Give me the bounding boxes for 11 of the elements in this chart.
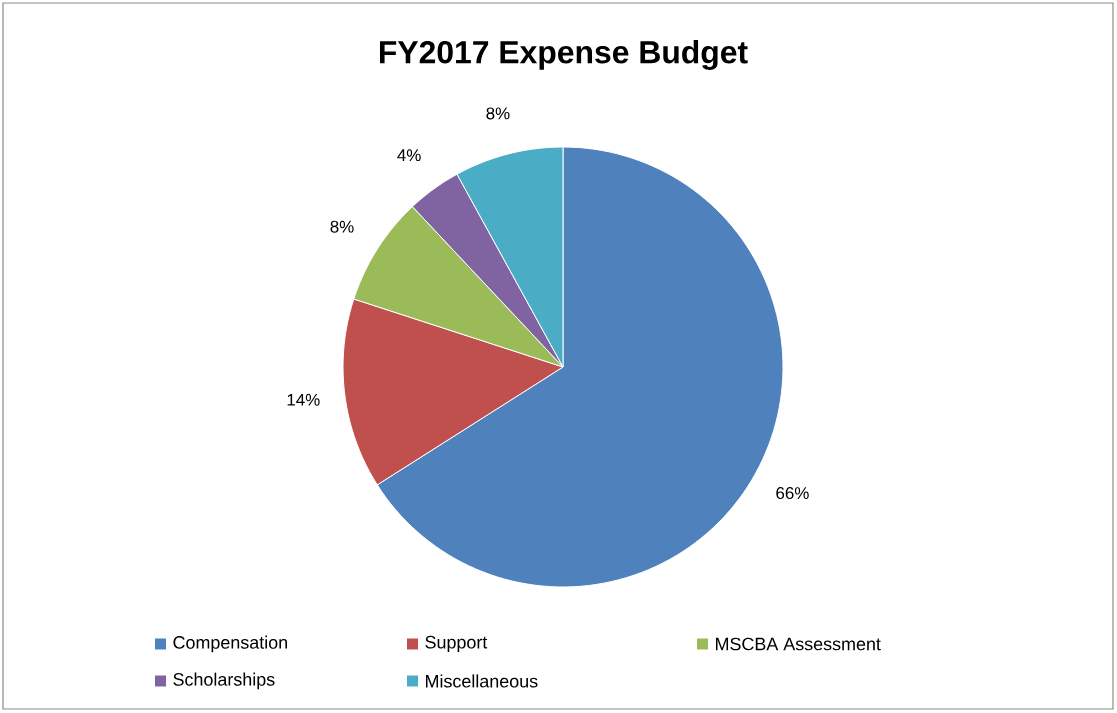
data-label: 8% [486, 107, 510, 120]
legend-label: MSCBA Assessment [716, 637, 881, 651]
legend-label: Miscellaneous [426, 674, 538, 688]
legend-label: Compensation [173, 635, 287, 653]
chart-title: FY2017 Expense Budget [379, 40, 748, 70]
data-label: 14% [287, 393, 320, 406]
data-label: 4% [397, 149, 421, 162]
data-label: 66% [776, 487, 809, 500]
data-label: 8% [330, 220, 354, 233]
legend-label: Scholarships [173, 672, 275, 690]
legend-label: Support [425, 635, 488, 653]
